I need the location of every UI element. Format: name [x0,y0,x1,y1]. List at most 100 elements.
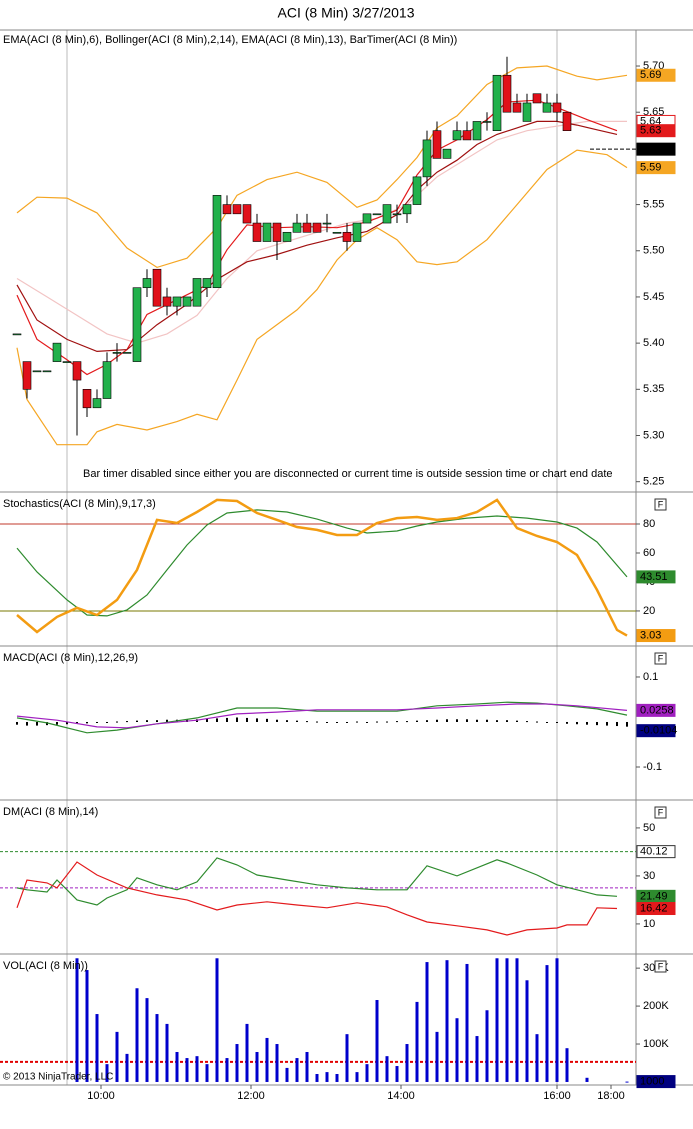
histogram-bar [366,721,368,723]
candle-body [12,333,22,336]
histogram-bar [266,718,268,722]
candle-body [242,204,252,224]
panel-button-label: F [658,961,664,971]
bar [355,1072,359,1082]
histogram-bar [36,721,38,726]
histogram-bar [416,720,418,722]
histogram-bar [66,721,68,725]
value-label: 5.69 [640,69,661,81]
histogram-bar [596,721,598,726]
candle-body [452,130,462,141]
candle-body [172,296,182,307]
panel-button-label: F [658,807,664,817]
value-label-box [636,629,676,643]
candle-body [222,204,232,215]
bar [255,1051,259,1082]
histogram-bar [86,721,88,724]
bar [415,1001,419,1082]
y-tick-label: 30 [643,870,655,882]
candle-body [122,352,132,354]
histogram-bar [256,718,258,722]
bar [405,1044,409,1082]
candle-body [232,204,242,215]
bar [565,1048,569,1082]
histogram-bar [286,720,288,722]
candle-body [472,121,482,141]
y-tick-label: 0.1 [643,671,658,683]
histogram-bar [336,721,338,723]
value-label-box [636,902,676,916]
bar [395,1066,399,1082]
bar [125,1053,129,1082]
value-label-box [636,142,676,156]
panel-button-label: F [658,653,664,663]
histogram-bar [226,717,228,722]
bar [385,1056,389,1082]
histogram-bar [626,721,628,727]
bar [105,1064,109,1082]
candle-body [22,361,32,390]
x-tick-label: 14:00 [387,1090,415,1102]
histogram-bar [276,719,278,722]
histogram-bar [476,719,478,722]
series-line [16,509,628,617]
histogram-bar [216,718,218,722]
y-tick-label: 100K [643,1038,669,1050]
histogram-bar [506,720,508,722]
y-tick-label: 20 [643,605,655,617]
bar [525,980,529,1082]
series-line [16,149,628,446]
series-line [16,861,618,936]
candle-body [212,195,222,289]
bar [145,998,149,1082]
bar [115,1031,119,1082]
histogram-bar [616,721,618,727]
bar [245,1023,249,1082]
bar [495,958,499,1082]
bar [75,958,79,1082]
histogram-bar [496,720,498,722]
candle-body [332,231,342,234]
candle-body [272,222,282,242]
histogram-bar [556,721,558,723]
series-line [16,857,618,906]
histogram-bar [96,721,98,723]
candle-body [72,361,82,381]
histogram-bar [246,717,248,722]
bar [455,1018,459,1082]
bar [215,958,219,1082]
histogram-bar [376,721,378,723]
histogram-bar [606,721,608,726]
bar [445,960,449,1082]
bar [85,970,89,1082]
panel-title: EMA(ACI (8 Min),6), Bollinger(ACI (8 Min… [3,34,457,46]
histogram-bar [526,721,528,723]
candle-body [552,102,562,113]
annotation: Bar timer disabled since either you are … [83,468,613,480]
histogram-bar [456,719,458,722]
candle-body [432,130,442,159]
bar [485,1010,489,1082]
candle-body [382,204,392,224]
candle-body [52,342,62,362]
value-label: 21.49 [640,890,668,902]
candle-body [502,74,512,113]
candle-body [82,389,92,409]
value-label: 0.0258 [640,704,674,716]
histogram-bar [166,719,168,722]
panel-title: Stochastics(ACI (8 Min),9,17,3) [3,498,156,510]
panel-title: VOL(ACI (8 Min)) [3,960,88,972]
candle-body [42,370,52,373]
value-label-box [636,161,676,175]
value-label-box [636,570,676,584]
bar [135,988,139,1082]
bar [505,958,509,1082]
candle-body [102,361,112,399]
histogram-bar [446,719,448,722]
value-label-box [636,124,676,138]
histogram-bar [406,721,408,723]
value-label-box [636,1075,676,1089]
bar [155,1014,159,1082]
value-label: 3.03 [640,629,661,641]
